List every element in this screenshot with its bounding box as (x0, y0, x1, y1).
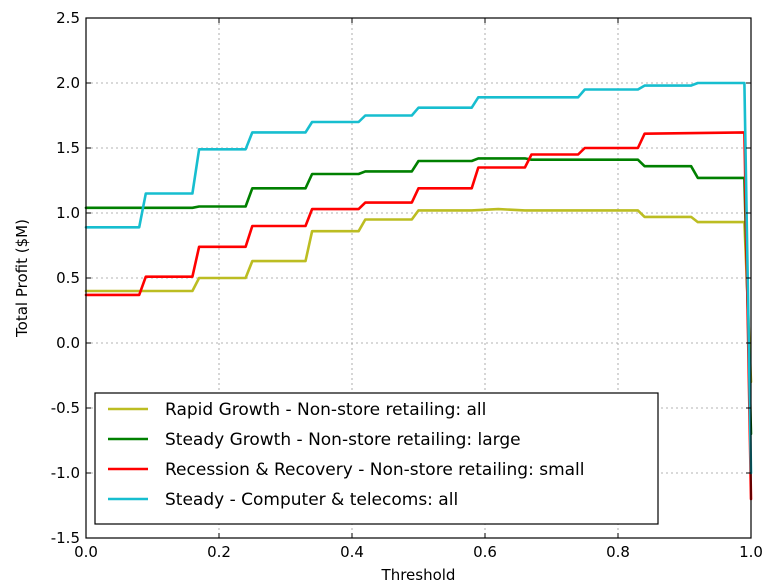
legend-label-1: Rapid Growth - Non-store retailing: all (165, 400, 486, 420)
y-tick-label: -1.5 (51, 529, 80, 547)
y-tick-label: 2.5 (56, 9, 80, 27)
x-tick-label: 0.8 (606, 543, 630, 561)
series-line-3 (84, 131, 753, 501)
series-line-4 (84, 81, 753, 475)
legend-label-3: Recession & Recovery - Non-store retaili… (165, 460, 585, 480)
series-line-2 (84, 157, 753, 436)
y-tick-label: 1.5 (56, 139, 80, 157)
legend-label-4: Steady - Computer & telecoms: all (165, 490, 458, 510)
y-tick-label: -0.5 (51, 399, 80, 417)
axis-ticks: 0.0 0.2 0.4 0.6 0.8 1.0 -1.5 -1.0 -0.5 0.0 0.5 1.0 1… (51, 9, 763, 561)
x-tick-label: 0.0 (74, 543, 98, 561)
x-tick-label: 0.6 (473, 543, 497, 561)
y-axis-title: Total Profit ($M) (13, 219, 31, 338)
series-line-1 (84, 207, 753, 384)
y-tick-label: 2.0 (56, 74, 80, 92)
legend-box (94, 392, 659, 525)
x-tick-label: 1.0 (739, 543, 763, 561)
plot-series (84, 81, 753, 501)
y-tick-label: 1.0 (56, 204, 80, 222)
y-tick-label: 0.0 (56, 334, 80, 352)
y-tick-label: -1.0 (51, 464, 80, 482)
y-tick-label: 0.5 (56, 269, 80, 287)
x-tick-label: 0.4 (340, 543, 364, 561)
x-tick-label: 0.2 (207, 543, 231, 561)
x-axis-title: Threshold (381, 566, 456, 584)
legend: Rapid Growth - Non-store retailing: all S… (94, 392, 659, 525)
legend-label-2: Steady Growth - Non-store retailing: lar… (165, 430, 521, 450)
